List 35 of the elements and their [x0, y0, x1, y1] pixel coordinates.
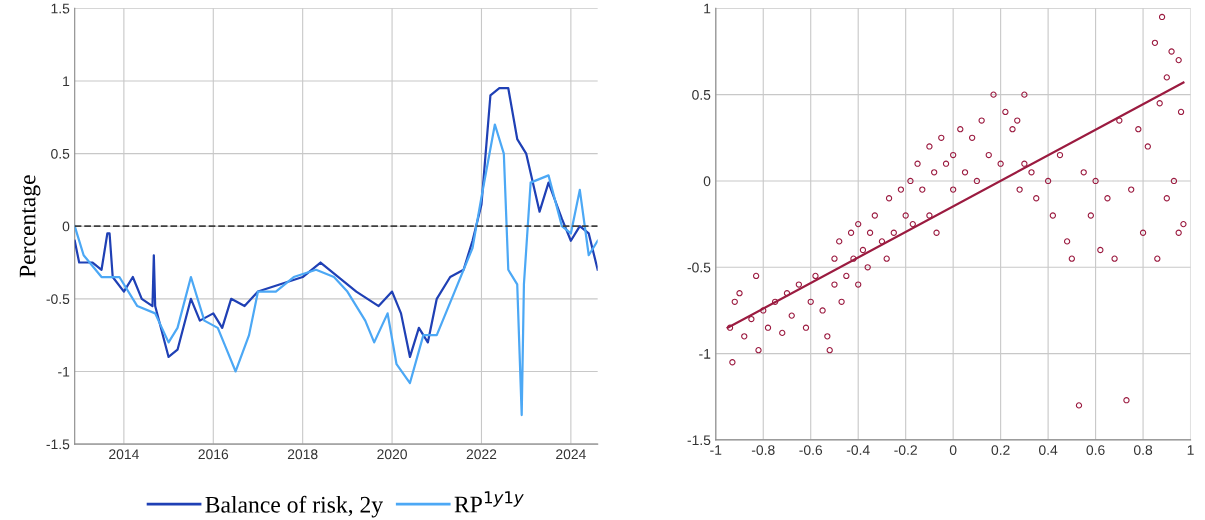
y-tick-label: 0	[703, 176, 711, 187]
y-axis-title: Percentage	[19, 175, 41, 278]
line-series	[74, 87, 598, 359]
x-tick-label: 0.2	[991, 445, 1010, 455]
y-tick-label: 1	[704, 3, 711, 14]
y-tick-label: -0.5	[687, 262, 711, 273]
y-tick-label: -1	[58, 366, 70, 377]
x-tick-label: -0.6	[799, 445, 823, 455]
y-tick-label: 0.5	[692, 89, 711, 100]
x-tick-label: -0.4	[846, 445, 870, 455]
x-tick-label: 2014	[109, 449, 139, 460]
y-tick-label: -1.5	[46, 439, 70, 450]
y-tick-label: -1	[699, 349, 711, 359]
y-tick-label: 0	[62, 221, 70, 232]
x-tick-label: 2020	[377, 449, 407, 460]
y-tick-label: 1.5	[51, 3, 70, 14]
x-tick-label: 2018	[287, 449, 318, 460]
y-tick-label: -1.5	[687, 435, 711, 446]
legend-label: Balance of risk, 2y	[205, 495, 384, 518]
y-tick-label: 1	[63, 76, 70, 86]
x-tick-label: 1	[1187, 445, 1194, 455]
x-tick-label: -0.8	[751, 445, 775, 455]
x-tick-label: 0	[949, 445, 957, 455]
x-tick-label: 2016	[198, 449, 229, 460]
x-tick-label: 0.4	[1039, 445, 1058, 455]
x-tick-label: 2022	[466, 449, 497, 460]
line-series	[74, 123, 598, 417]
x-tick-label: 0.6	[1086, 445, 1105, 455]
y-tick-label: 0.5	[51, 148, 70, 159]
x-tick-label: 0.8	[1133, 445, 1153, 455]
legend-label: RP$^{1y1y}$	[454, 491, 524, 513]
y-tick-label: -0.5	[46, 294, 70, 304]
x-tick-label: -0.2	[894, 445, 917, 455]
x-tick-label: -1	[710, 445, 722, 455]
x-tick-label: 2024	[556, 449, 586, 460]
